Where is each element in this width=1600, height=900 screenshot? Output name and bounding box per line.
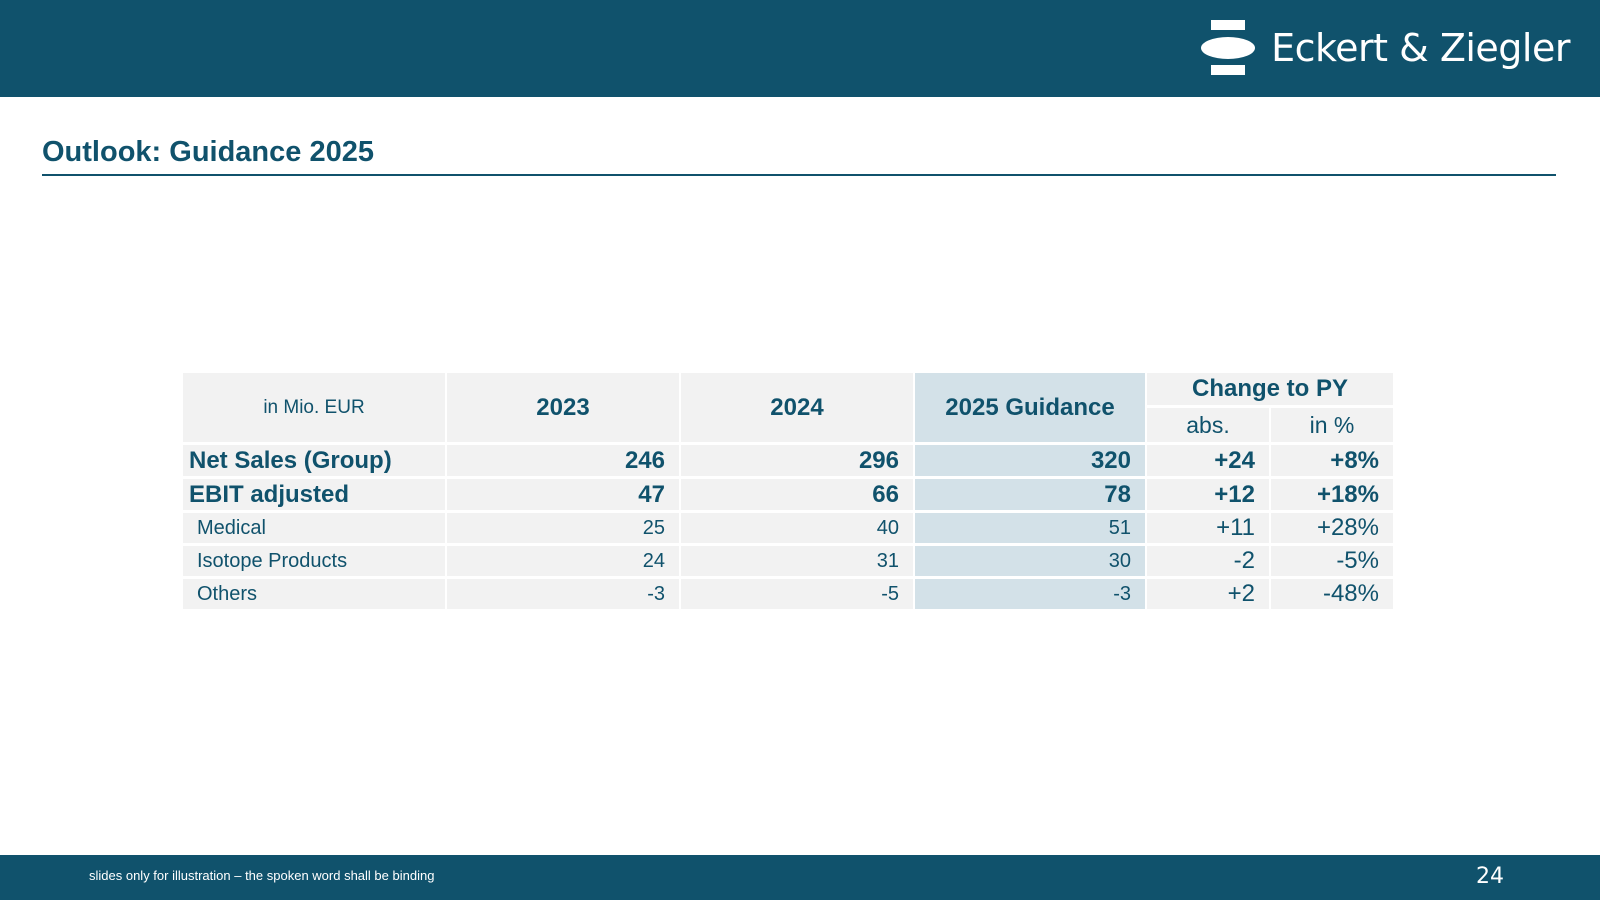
value-change-abs: +12 <box>1147 479 1269 510</box>
value-2023: -3 <box>447 579 679 609</box>
header-change-to-py: Change to PY <box>1147 373 1393 405</box>
row-label: Isotope Products <box>183 546 445 576</box>
value-2025-guidance: 78 <box>915 479 1145 510</box>
company-logo: Eckert & Ziegler <box>1201 20 1570 76</box>
value-2023: 24 <box>447 546 679 576</box>
value-change-abs: -2 <box>1147 546 1269 576</box>
table-row: Net Sales (Group) 246 296 320 +24 +8% <box>183 445 1393 476</box>
header-pct: in % <box>1271 408 1393 442</box>
value-change-pct: +8% <box>1271 445 1393 476</box>
table-row: Others -3 -5 -3 +2 -48% <box>183 579 1393 609</box>
guidance-table: in Mio. EUR 2023 2024 2025 Guidance Chan… <box>181 370 1395 612</box>
page-number: 24 <box>1476 864 1504 889</box>
eckert-ziegler-logo-icon <box>1201 20 1256 75</box>
table-header-row: in Mio. EUR 2023 2024 2025 Guidance Chan… <box>183 373 1393 442</box>
footer-disclaimer: slides only for illustration – the spoke… <box>89 868 435 883</box>
value-2024: 66 <box>681 479 913 510</box>
brand-name: Eckert & Ziegler <box>1271 26 1570 70</box>
value-change-abs: +2 <box>1147 579 1269 609</box>
header-2024: 2024 <box>681 373 913 442</box>
row-label: EBIT adjusted <box>183 479 445 510</box>
table-subheader-row: abs. in % <box>183 408 1393 442</box>
value-2025-guidance: 51 <box>915 513 1145 543</box>
row-label: Medical <box>183 513 445 543</box>
value-2023: 25 <box>447 513 679 543</box>
value-2025-guidance: 30 <box>915 546 1145 576</box>
value-change-pct: +28% <box>1271 513 1393 543</box>
header-2025-guidance: 2025 Guidance <box>915 373 1145 442</box>
table-row: Medical 25 40 51 +11 +28% <box>183 513 1393 543</box>
value-2024: 296 <box>681 445 913 476</box>
value-2024: 40 <box>681 513 913 543</box>
header-abs: abs. <box>1147 408 1269 442</box>
value-2025-guidance: 320 <box>915 445 1145 476</box>
value-2025-guidance: -3 <box>915 579 1145 609</box>
unit-label: in Mio. EUR <box>183 373 445 442</box>
table-row: EBIT adjusted 47 66 78 +12 +18% <box>183 479 1393 510</box>
footer-bar <box>0 855 1600 900</box>
value-change-pct: -5% <box>1271 546 1393 576</box>
page-title: Outlook: Guidance 2025 <box>42 136 374 168</box>
value-change-abs: +11 <box>1147 513 1269 543</box>
header-2023: 2023 <box>447 373 679 442</box>
value-change-pct: +18% <box>1271 479 1393 510</box>
value-2023: 47 <box>447 479 679 510</box>
header-bar: Eckert & Ziegler <box>0 0 1600 97</box>
value-2024: 31 <box>681 546 913 576</box>
value-2023: 246 <box>447 445 679 476</box>
value-change-abs: +24 <box>1147 445 1269 476</box>
value-2024: -5 <box>681 579 913 609</box>
title-underline <box>42 174 1556 176</box>
value-change-pct: -48% <box>1271 579 1393 609</box>
row-label: Net Sales (Group) <box>183 445 445 476</box>
table-row: Isotope Products 24 31 30 -2 -5% <box>183 546 1393 576</box>
row-label: Others <box>183 579 445 609</box>
